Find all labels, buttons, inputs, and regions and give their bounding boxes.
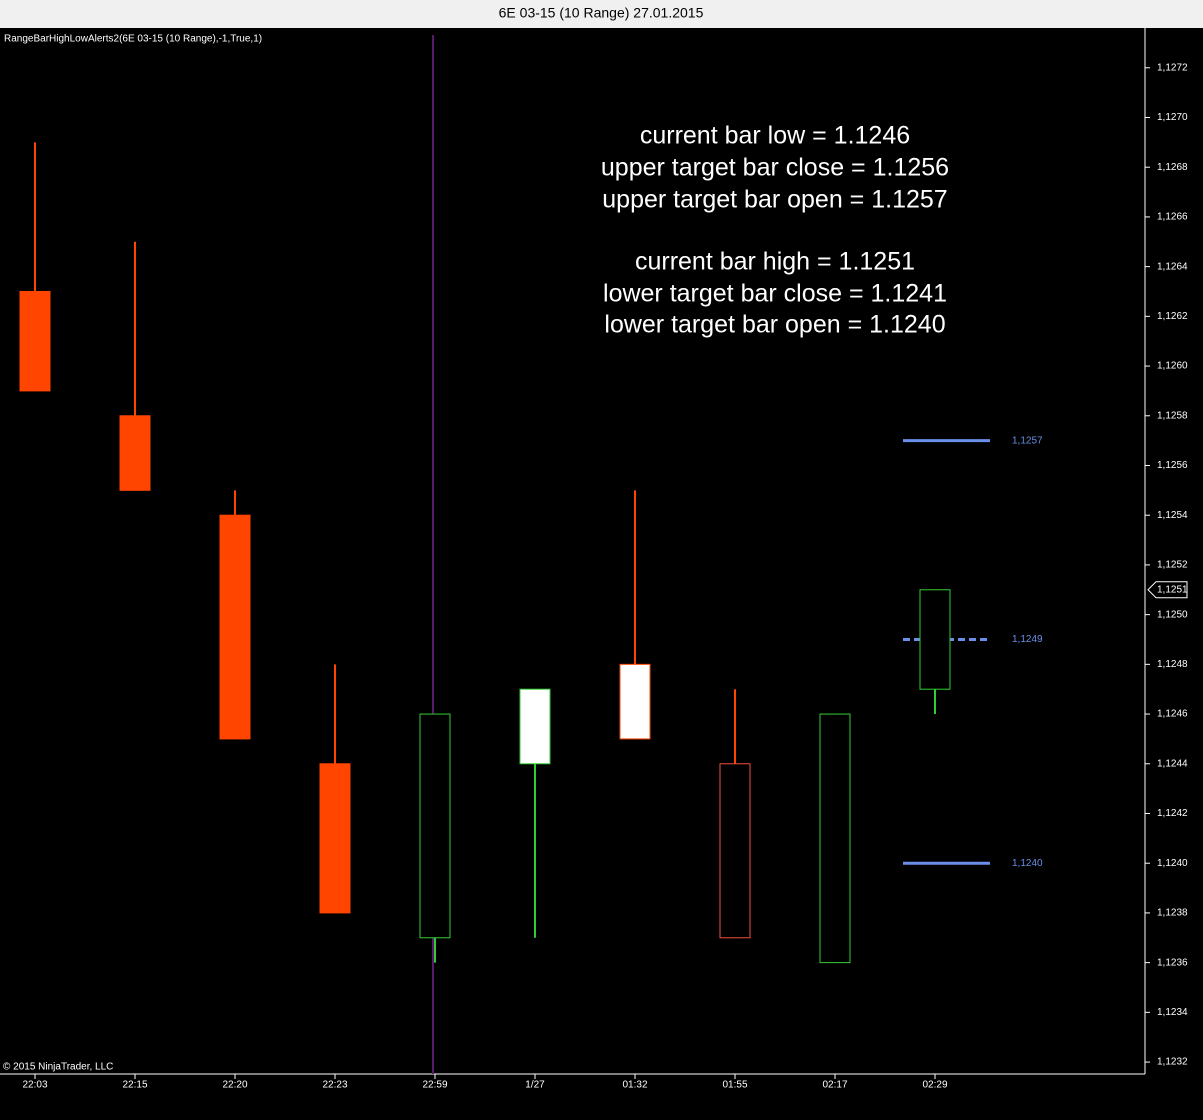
y-tick-label: 1,1262 bbox=[1157, 311, 1188, 322]
x-tick-label: 1/27 bbox=[525, 1080, 545, 1091]
x-tick-label: 02:29 bbox=[922, 1080, 947, 1091]
x-tick-label: 01:32 bbox=[622, 1080, 647, 1091]
annotation: upper target bar close = 1.1256 bbox=[601, 154, 949, 182]
candle-body bbox=[219, 514, 251, 740]
y-tick-label: 1,1238 bbox=[1157, 908, 1188, 919]
last-price-label: 1,1251 bbox=[1157, 584, 1188, 595]
y-tick-label: 1,1240 bbox=[1157, 858, 1188, 869]
candle-body bbox=[619, 663, 651, 740]
y-tick-label: 1,1248 bbox=[1157, 659, 1188, 670]
title-bar bbox=[0, 0, 1203, 28]
y-tick-label: 1,1256 bbox=[1157, 460, 1188, 471]
level-label: 1,1240 bbox=[1012, 858, 1043, 869]
y-tick-label: 1,1272 bbox=[1157, 62, 1188, 73]
annotation: lower target bar open = 1.1240 bbox=[604, 311, 945, 339]
y-tick-label: 1,1234 bbox=[1157, 1007, 1188, 1018]
last-price-marker bbox=[1147, 581, 1188, 599]
candle-body bbox=[419, 713, 451, 939]
y-tick-label: 1,1264 bbox=[1157, 261, 1188, 272]
candle-body bbox=[319, 763, 351, 914]
chart-title: 6E 03-15 (10 Range) 27.01.2015 bbox=[499, 5, 704, 21]
y-tick-label: 1,1260 bbox=[1157, 361, 1188, 372]
candle-body bbox=[19, 290, 51, 392]
y-tick-label: 1,1246 bbox=[1157, 709, 1188, 720]
x-tick-label: 01:55 bbox=[722, 1080, 747, 1091]
y-tick-label: 1,1236 bbox=[1157, 957, 1188, 968]
candle-body bbox=[119, 415, 151, 491]
annotation: current bar low = 1.1246 bbox=[640, 122, 910, 150]
level-label: 1,1249 bbox=[1012, 634, 1043, 645]
level-label: 1,1257 bbox=[1012, 435, 1043, 446]
annotation: lower target bar close = 1.1241 bbox=[603, 280, 947, 308]
y-tick-label: 1,1254 bbox=[1157, 510, 1188, 521]
y-tick-label: 1,1258 bbox=[1157, 410, 1188, 421]
x-tick-label: 22:59 bbox=[422, 1080, 447, 1091]
indicator-label: RangeBarHighLowAlerts2(6E 03-15 (10 Rang… bbox=[4, 34, 262, 45]
y-tick-label: 1,1250 bbox=[1157, 609, 1188, 620]
candle-body bbox=[819, 713, 851, 964]
x-tick-label: 22:23 bbox=[322, 1080, 347, 1091]
y-tick-label: 1,1270 bbox=[1157, 112, 1188, 123]
candle-body bbox=[719, 763, 751, 939]
y-tick-label: 1,1232 bbox=[1157, 1057, 1188, 1068]
annotation: upper target bar open = 1.1257 bbox=[602, 186, 947, 214]
y-tick-label: 1,1252 bbox=[1157, 560, 1188, 571]
x-tick-label: 22:15 bbox=[122, 1080, 147, 1091]
y-tick-label: 1,1268 bbox=[1157, 162, 1188, 173]
y-tick-label: 1,1244 bbox=[1157, 758, 1188, 769]
x-tick-label: 22:20 bbox=[222, 1080, 247, 1091]
candle-body bbox=[919, 589, 951, 690]
x-tick-label: 22:03 bbox=[22, 1080, 47, 1091]
annotation: current bar high = 1.1251 bbox=[635, 248, 915, 276]
y-tick-label: 1,1242 bbox=[1157, 808, 1188, 819]
copyright: © 2015 NinjaTrader, LLC bbox=[3, 1062, 113, 1073]
candle-body bbox=[519, 688, 551, 765]
y-tick-label: 1,1266 bbox=[1157, 212, 1188, 223]
x-tick-label: 02:17 bbox=[822, 1080, 847, 1091]
